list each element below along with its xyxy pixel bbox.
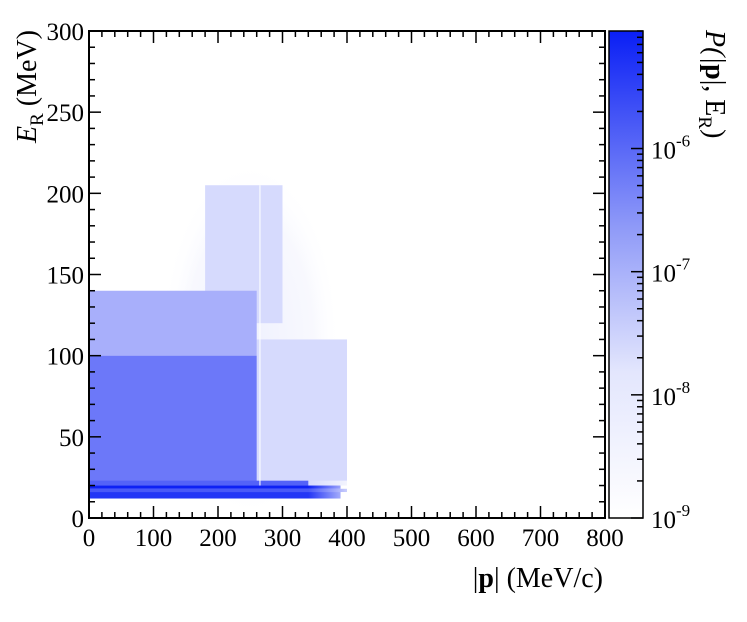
color-bar-tick-label: 10-6 [651,132,690,165]
x-tick-label: 200 [199,525,237,552]
heat-cell [256,339,347,486]
x-tick-label: 700 [522,525,560,552]
x-tick-label: 800 [586,525,624,552]
x-axis-ticks: 0 100 200 300 400 500 600 700 800 [83,31,624,552]
x-tick-label: 0 [83,525,96,552]
color-bar [609,31,643,518]
y-tick-label: 0 [72,506,85,533]
color-bar-label: P(|p|, ER) [694,29,730,138]
y-tick-label: 250 [47,100,85,127]
y-axis-label: ER (MeV) [12,30,48,144]
heatmap-cells [89,160,347,518]
color-bar-tick-label: 10-8 [651,378,690,411]
x-tick-label: 300 [264,525,302,552]
heat-cell [89,355,257,486]
heat-cell [89,290,257,356]
x-tick-label: 500 [393,525,431,552]
color-bar-tick-label: 10-7 [651,255,691,288]
color-bar-ticks: 10-9 10-8 10-7 10-6 [631,30,691,534]
x-tick-label: 400 [328,525,366,552]
heat-fade [89,480,347,499]
y-tick-label: 300 [47,19,85,46]
x-tick-label: 600 [457,525,495,552]
color-bar-tick-label: 10-9 [651,501,690,534]
y-tick-label: 200 [47,181,85,208]
y-axis-ticks: 0 50 100 150 200 250 300 [47,19,605,533]
color-bar-frame [608,30,644,519]
y-tick-label: 150 [47,263,85,290]
y-tick-label: 100 [47,344,85,371]
x-tick-label: 100 [135,525,173,552]
x-axis-label: |p| (MeV/c) [473,563,603,594]
y-tick-label: 50 [59,425,84,452]
